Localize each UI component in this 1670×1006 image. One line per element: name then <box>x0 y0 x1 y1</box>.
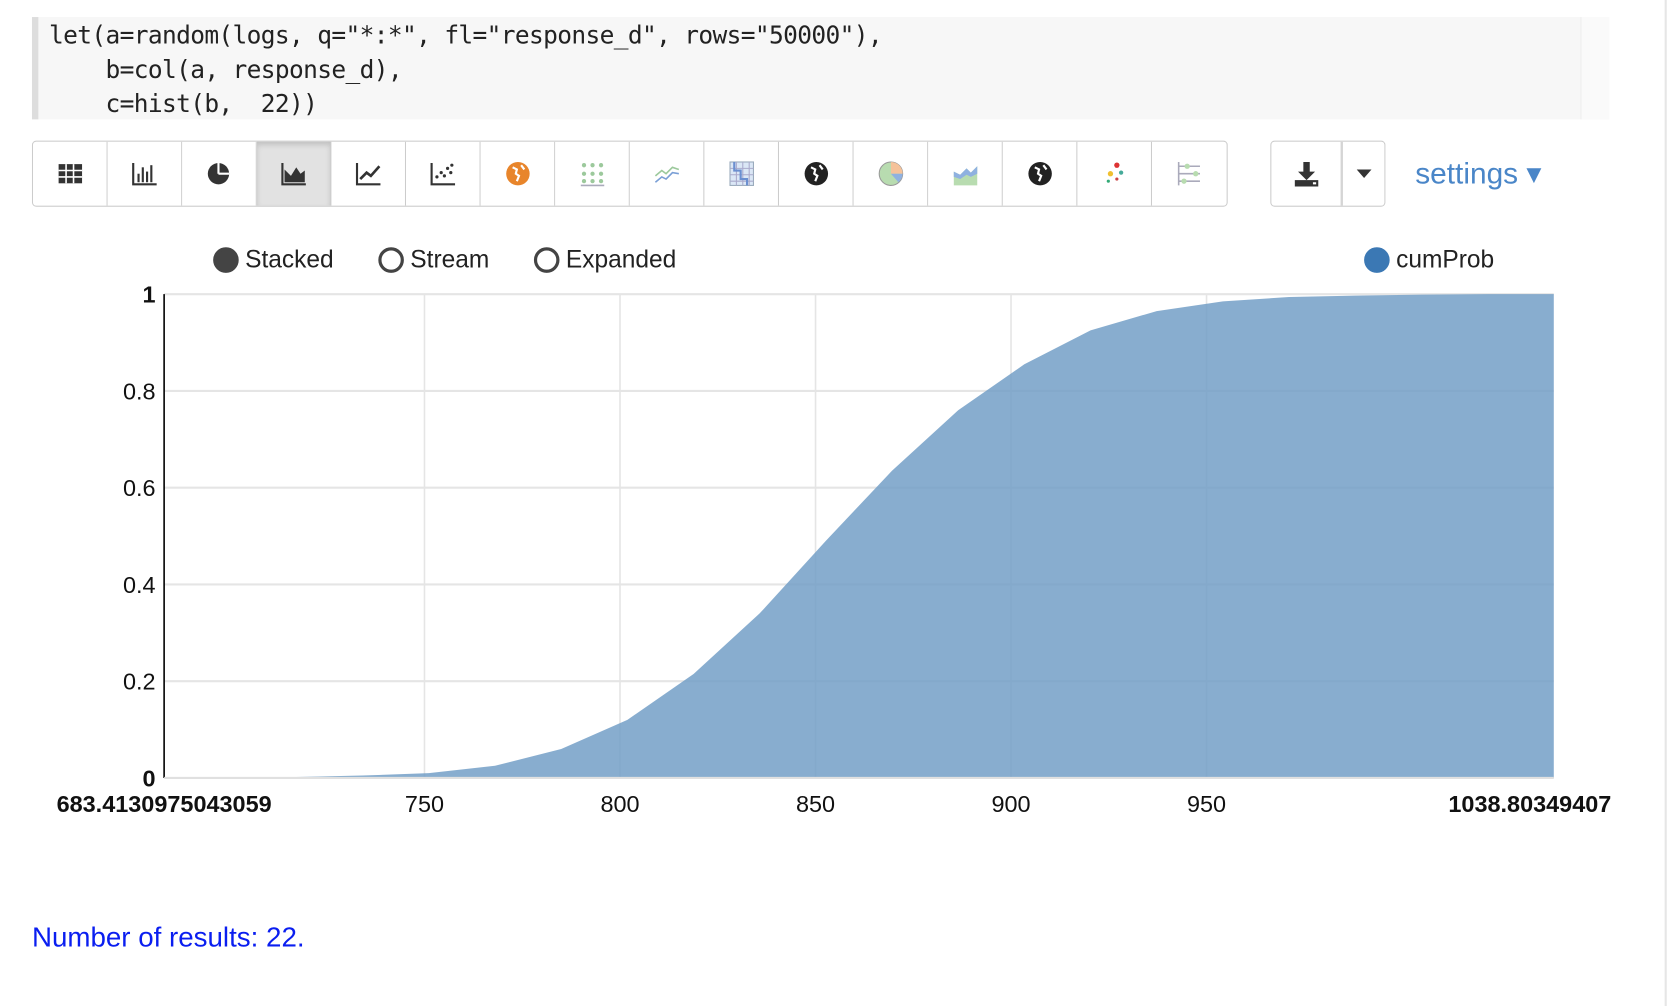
x-tick-label: 750 <box>405 791 444 817</box>
chart-type-toolbar <box>31 140 1228 207</box>
x-tick-label: 850 <box>796 791 835 817</box>
editor-scrollbar[interactable] <box>1580 17 1610 120</box>
code-line-1: let(a=random(logs, q="*:*", fl="response… <box>49 22 883 51</box>
settings-dropdown[interactable]: settings ▾ <box>1415 156 1542 190</box>
mode-expanded[interactable]: Expanded <box>533 245 677 274</box>
code-line-3: c=hist(b, 22)) <box>49 90 318 119</box>
area-chart-icon <box>280 163 306 186</box>
y-tick-label: 0.6 <box>123 475 156 501</box>
legend-dot-icon <box>1364 246 1390 273</box>
bar-chart-button[interactable] <box>107 141 183 206</box>
x-tick-label-max: 1038.80349407 <box>1448 791 1611 817</box>
bubble-grid-icon <box>580 163 604 187</box>
table-button[interactable] <box>33 141 108 206</box>
radio-icon <box>533 246 560 273</box>
bubble-grid-button[interactable] <box>555 141 630 206</box>
area-color-icon <box>953 166 977 186</box>
globe-2-icon <box>1027 161 1052 186</box>
globe-2-button[interactable] <box>1002 141 1078 206</box>
map-globe-orange-button[interactable] <box>480 141 556 206</box>
heatmap-button[interactable] <box>704 141 780 206</box>
y-tick-label: 0.8 <box>123 378 156 404</box>
area-chart: 0 0.2 0.4 0.6 0.8 1 683.4130975043059 750 800 850… <box>57 282 1612 817</box>
mode-stream[interactable]: Stream <box>378 245 489 274</box>
y-tick-label: 1 <box>143 282 156 308</box>
scroll-divider <box>1664 0 1667 1006</box>
map-globe-orange-icon <box>505 161 530 186</box>
radio-icon <box>213 246 239 273</box>
download-options-button[interactable] <box>1341 141 1385 206</box>
legend-label: cumProb <box>1396 245 1495 273</box>
area-color-button[interactable] <box>928 141 1003 206</box>
y-tick-label: 0 <box>143 765 156 791</box>
globe-button[interactable] <box>779 141 854 206</box>
scatter-chart-button[interactable] <box>406 141 481 206</box>
sliders-button[interactable] <box>1152 141 1227 206</box>
x-tick-label: 950 <box>1187 791 1226 817</box>
heatmap-icon <box>728 161 754 186</box>
results-count: Number of results: 22. <box>31 920 305 953</box>
x-tick-label-min: 683.4130975043059 <box>57 791 272 817</box>
download-icon <box>1294 161 1318 187</box>
mode-label: Expanded <box>565 245 677 273</box>
radio-icon <box>378 246 404 273</box>
dots-color-button[interactable] <box>1077 141 1153 206</box>
caret-down-icon <box>1356 169 1372 178</box>
dots-color-icon <box>1106 162 1123 183</box>
pie-chart-button[interactable] <box>182 141 257 206</box>
globe-icon <box>804 161 828 186</box>
bar-chart-icon <box>131 163 157 186</box>
area-chart-button[interactable] <box>256 141 332 206</box>
sliders-icon <box>1177 161 1200 186</box>
pie-color-button[interactable] <box>853 141 929 206</box>
line-chart-button[interactable] <box>331 141 407 206</box>
pie-color-icon <box>878 161 903 186</box>
multi-line-icon <box>654 166 679 183</box>
code-editor[interactable]: let(a=random(logs, q="*:*", fl="response… <box>31 17 1610 120</box>
x-tick-label: 900 <box>991 791 1030 817</box>
mode-stacked[interactable]: Stacked <box>213 245 334 274</box>
x-tick-label: 800 <box>600 791 639 817</box>
cumprob-area <box>164 294 1554 778</box>
line-chart-icon <box>355 163 380 186</box>
legend-item-cumprob[interactable]: cumProb <box>1364 245 1494 274</box>
download-button[interactable] <box>1271 141 1342 206</box>
mode-label: Stream <box>410 245 490 273</box>
pie-chart-icon <box>207 163 229 185</box>
mode-label: Stacked <box>245 245 334 273</box>
y-tick-label: 0.4 <box>123 572 156 598</box>
multi-line-button[interactable] <box>629 141 705 206</box>
table-icon <box>58 164 82 184</box>
download-group <box>1270 140 1386 207</box>
code-line-2: b=col(a, response_d), <box>49 56 402 85</box>
y-tick-label: 0.2 <box>123 669 156 695</box>
scatter-chart-icon <box>430 163 455 186</box>
